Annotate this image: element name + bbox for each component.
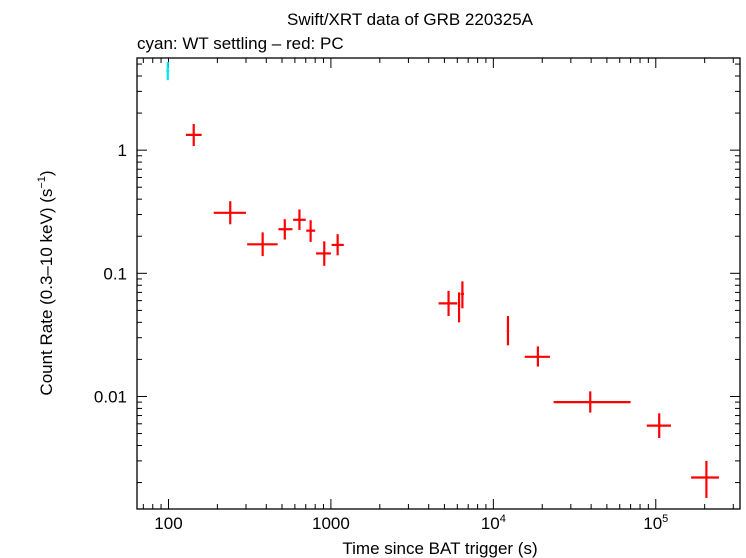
- pc-data-point: [293, 209, 306, 230]
- x-tick-label: 1000: [312, 514, 350, 533]
- pc-data-point: [438, 290, 458, 317]
- pc-data-point: [646, 413, 671, 439]
- x-tick-label: 104: [481, 513, 506, 533]
- x-tick-label: 100: [154, 514, 182, 533]
- pc-data-point: [524, 346, 550, 367]
- pc-data-point: [278, 219, 293, 240]
- chart-subtitle: cyan: WT settling – red: PC: [137, 34, 344, 53]
- chart-title: Swift/XRT data of GRB 220325A: [287, 10, 534, 29]
- pc-data-point: [553, 391, 631, 413]
- pc-data-point: [691, 460, 719, 498]
- y-tick-label: 1: [118, 141, 127, 160]
- plot-frame: [136, 57, 741, 510]
- y-tick-label: 0.1: [103, 264, 127, 283]
- y-axis-label: Count Rate (0.3–10 keV) (s−1): [36, 170, 56, 395]
- pc-data-point: [506, 316, 510, 346]
- axis-ticks: [137, 58, 740, 509]
- pc-data-point: [316, 241, 331, 266]
- pc-data-point: [306, 220, 316, 242]
- wt-data-point: [166, 61, 170, 81]
- pc-data-point: [457, 292, 461, 323]
- pc-data-point: [460, 281, 465, 309]
- pc-data-point: [247, 232, 278, 257]
- x-tick-label: 105: [643, 513, 668, 533]
- pc-data-point: [213, 201, 246, 225]
- x-axis-label: Time since BAT trigger (s): [342, 539, 537, 558]
- tick-labels: 100 1000 104 105 1 0.1 0.01: [94, 141, 668, 533]
- data-points: [166, 61, 719, 498]
- pc-data-point: [331, 234, 344, 256]
- pc-data-point: [185, 124, 202, 147]
- y-tick-label: 0.01: [94, 387, 127, 406]
